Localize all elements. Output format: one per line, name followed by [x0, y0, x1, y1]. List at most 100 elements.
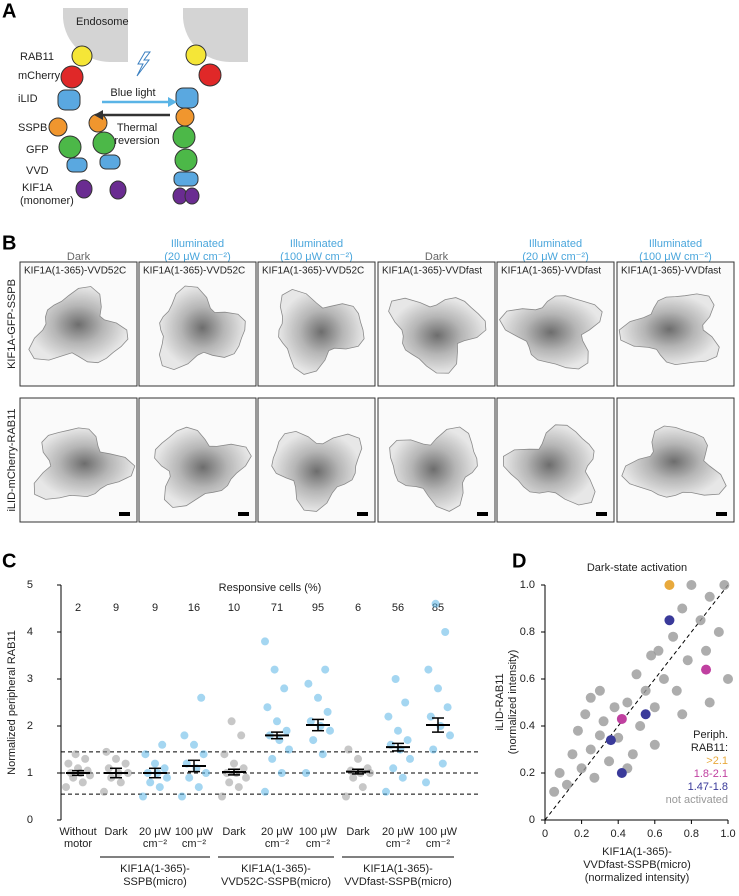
rab11	[185, 44, 207, 66]
data-point	[616, 768, 627, 778]
x-tick-label: cm⁻²	[143, 838, 167, 850]
column-header: Dark	[425, 251, 449, 263]
data-point	[309, 736, 318, 745]
data-point	[349, 773, 358, 782]
group-label: KIF1A(1-365)-	[363, 863, 433, 875]
data-point	[163, 773, 171, 782]
data-point	[146, 778, 155, 787]
data-point	[594, 685, 605, 696]
label: iLID	[18, 93, 38, 105]
responsive-label: 56	[392, 602, 404, 614]
data-point	[139, 792, 147, 801]
column-header: Illuminated	[171, 238, 224, 250]
data-point	[704, 697, 715, 708]
data-point	[719, 580, 730, 590]
data-point	[190, 740, 198, 749]
y-tick-label: 0.4	[520, 720, 535, 732]
gfp	[174, 148, 198, 172]
kif1a	[75, 179, 93, 199]
data-point	[239, 764, 248, 773]
data-point	[631, 669, 642, 680]
data-point	[62, 783, 70, 792]
vvd	[99, 154, 121, 170]
data-point	[616, 713, 627, 724]
x-tick-label: motor	[64, 838, 92, 850]
y-tick-label: 0.6	[520, 673, 535, 685]
data-point	[263, 703, 272, 712]
axis-title: (normalized intensity)	[585, 872, 690, 884]
x-tick-label: Dark	[104, 826, 128, 838]
y-tick-label: 0.8	[520, 626, 535, 638]
data-point	[682, 655, 693, 666]
x-tick-label: 0.2	[574, 828, 589, 840]
data-point	[567, 749, 578, 760]
row-label: KIF1A-GFP-SSPB	[6, 279, 18, 369]
group-label: KIF1A(1-365)-	[241, 863, 311, 875]
kif1a	[184, 187, 200, 205]
row-label: iLID-mCherry-RAB11	[6, 408, 18, 511]
legend-entry: >2.1	[706, 755, 728, 767]
group-label: VVDfast-SSPB(micro)	[344, 876, 452, 888]
data-point	[71, 750, 80, 759]
data-point	[102, 747, 111, 756]
data-point	[326, 726, 334, 735]
column-header: (100 μW cm⁻²)	[280, 251, 353, 263]
scale-bar	[119, 512, 130, 516]
data-point	[441, 628, 450, 636]
responsive-label: 10	[228, 602, 240, 614]
data-point	[384, 712, 393, 721]
label: SSPB	[18, 122, 47, 134]
label: mCherry	[18, 70, 61, 82]
legend-title: RAB11:	[691, 742, 728, 754]
sspb	[175, 107, 195, 127]
data-point	[580, 709, 591, 720]
top-label: Responsive cells (%)	[219, 582, 322, 594]
light-icon	[136, 51, 151, 77]
x-tick-label: 0	[542, 828, 548, 840]
cell-label: KIF1A(1-365)-VVDfast	[621, 266, 721, 277]
data-point	[321, 665, 330, 674]
data-point	[121, 759, 130, 768]
label: RAB11	[20, 51, 54, 63]
kif1a	[109, 180, 127, 200]
data-point	[598, 716, 609, 727]
data-point	[426, 712, 435, 721]
panel-letter: D	[512, 550, 526, 572]
cell-image	[33, 427, 136, 500]
data-point	[561, 779, 572, 790]
vvd	[173, 171, 199, 187]
cell-image	[271, 430, 363, 512]
y-tick-label: 0	[27, 814, 33, 826]
data-point	[658, 674, 669, 684]
data-point	[605, 735, 616, 746]
data-point	[323, 707, 332, 716]
data-point	[273, 717, 281, 726]
data-point	[199, 750, 208, 759]
data-point	[649, 739, 660, 750]
data-point	[664, 615, 675, 626]
label: (monomer)	[20, 195, 74, 207]
responsive-label: 2	[75, 602, 81, 614]
x-tick-label: 20 μW	[382, 826, 415, 838]
responsive-label: 6	[355, 602, 361, 614]
legend-title: Periph.	[693, 729, 728, 741]
x-tick-label: cm⁻²	[265, 838, 289, 850]
scale-bar	[238, 512, 249, 516]
scale-bar	[596, 512, 607, 516]
cell-image	[618, 293, 720, 366]
label: GFP	[26, 144, 49, 156]
data-point	[443, 703, 452, 712]
data-point	[112, 754, 120, 763]
arrow-head	[94, 110, 103, 120]
y-tick-label: 5	[27, 579, 33, 591]
axis-title: iLID-RAB11	[494, 673, 506, 730]
cell-image	[28, 286, 129, 364]
data-point	[704, 591, 715, 602]
gfp	[58, 135, 82, 159]
data-point	[382, 787, 390, 796]
data-point	[389, 764, 398, 773]
cell-image	[389, 426, 478, 512]
y-tick-label: 1	[27, 767, 33, 779]
data-point	[646, 650, 657, 661]
